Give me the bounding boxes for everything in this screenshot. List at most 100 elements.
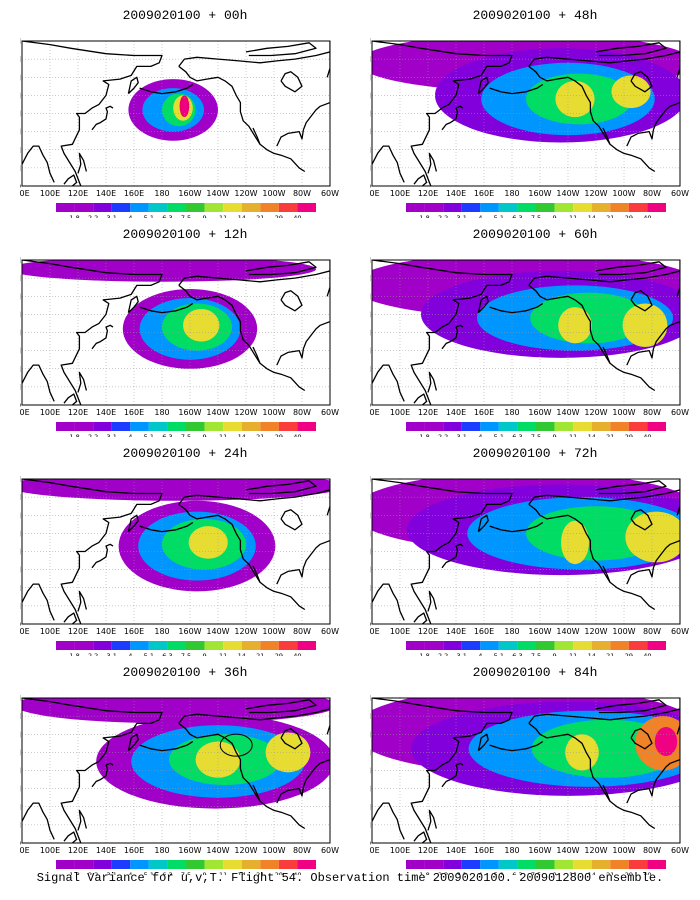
map-frame xyxy=(371,478,681,625)
colorbar-swatch xyxy=(167,422,186,431)
lat-label: EQ xyxy=(370,401,371,410)
colorbar-label: 40 xyxy=(643,214,651,218)
lat-label: 70N xyxy=(370,493,371,502)
lon-label: 100E xyxy=(390,189,410,198)
lon-label: 140E xyxy=(96,627,116,636)
lon-label: 160E xyxy=(124,408,144,417)
colorbar-label: 40 xyxy=(293,871,301,875)
colorbar-swatch xyxy=(297,860,316,869)
lon-label: 100W xyxy=(262,627,285,636)
lat-label: 40N xyxy=(370,767,371,776)
colorbar-swatch xyxy=(443,203,462,212)
colorbar-label: 2.2 xyxy=(88,652,98,656)
colorbar-swatch xyxy=(93,203,112,212)
lon-label: 80W xyxy=(643,846,661,855)
lat-label: EQ xyxy=(370,620,371,629)
lat-label: 30N xyxy=(370,566,371,575)
lat-label: 50N xyxy=(370,529,371,538)
colorbar-label: 7.5 xyxy=(531,871,541,875)
colorbar-label: 2.2 xyxy=(438,433,448,437)
panel-title: 2009020100 + 12h xyxy=(122,227,248,242)
lat-label: EQ xyxy=(370,839,371,848)
colorbar-label: 21 xyxy=(606,871,614,875)
lat-label: 60N xyxy=(370,511,371,520)
lat-label: 50N xyxy=(370,748,371,757)
colorbar-label: 4 xyxy=(478,871,482,875)
panel-title: 2009020100 + 60h xyxy=(472,227,598,242)
lat-label: 60N xyxy=(20,292,21,301)
map-frame xyxy=(371,40,681,187)
colorbar-swatch xyxy=(111,641,131,650)
colorbar-label: 21 xyxy=(256,433,264,437)
lon-label: 80E xyxy=(20,408,30,417)
colorbar-label: 14 xyxy=(588,652,596,656)
colorbar-label: 21 xyxy=(256,871,264,875)
colorbar-label: 9 xyxy=(203,214,207,218)
colorbar-label: 14 xyxy=(588,214,596,218)
lat-label: 70N xyxy=(370,55,371,64)
lat-label: 70N xyxy=(20,274,21,283)
lat-label: 80N xyxy=(20,475,21,484)
lat-label: 70N xyxy=(20,55,21,64)
colorbar-swatch xyxy=(241,422,261,431)
observation-marker xyxy=(179,95,190,118)
colorbar-swatch xyxy=(204,641,224,650)
lon-label: 80W xyxy=(293,627,311,636)
colorbar-swatch xyxy=(610,203,629,212)
map-frame xyxy=(21,40,331,187)
lon-label: 80W xyxy=(293,846,311,855)
lat-label: 40N xyxy=(20,110,21,119)
lon-label: 60W xyxy=(321,408,339,417)
colorbar-label: 6.3 xyxy=(512,433,522,437)
colorbar-label: 5.1 xyxy=(144,871,154,875)
colorbar-swatch xyxy=(443,860,462,869)
lon-label: 120E xyxy=(68,627,88,636)
lon-label: 140W xyxy=(206,189,229,198)
lat-label: 30N xyxy=(370,347,371,356)
colorbar-swatch xyxy=(591,641,611,650)
colorbar-label: 40 xyxy=(643,871,651,875)
lon-label: 180 xyxy=(154,189,169,198)
lon-label: 120W xyxy=(234,408,257,417)
lat-label: 50N xyxy=(370,91,371,100)
lat-label: 10N xyxy=(20,164,21,173)
lat-label: 80N xyxy=(20,694,21,703)
panel-title: 2009020100 + 84h xyxy=(472,665,598,680)
lon-label: 160W xyxy=(178,408,201,417)
colorbar-swatch xyxy=(223,422,242,431)
colorbar-swatch xyxy=(204,203,224,212)
lon-label: 140W xyxy=(206,408,229,417)
colorbar-swatch xyxy=(536,860,555,869)
panel-title: 2009020100 + 48h xyxy=(472,8,598,23)
panel-title: 2009020100 + 24h xyxy=(122,446,248,461)
colorbar-label: 1.8 xyxy=(69,433,79,437)
map-48h: EQ 10N 20N 30N 40N 50N 60N 70N 80N 80E 100E 120E 140… xyxy=(370,37,689,218)
colorbar-label: 40 xyxy=(643,652,651,656)
colorbar-label: 21 xyxy=(256,214,264,218)
lat-label: 20N xyxy=(370,365,371,374)
colorbar-swatch xyxy=(223,203,242,212)
colorbar-swatch xyxy=(223,860,242,869)
lon-label: 160W xyxy=(178,627,201,636)
colorbar-label: 3.1 xyxy=(457,652,467,656)
colorbar-swatch xyxy=(260,422,279,431)
lon-label: 120W xyxy=(584,627,607,636)
colorbar-label: 14 xyxy=(238,871,246,875)
colorbar-label: 5.1 xyxy=(494,871,504,875)
panel-48h: 2009020100 + 48h EQ 10N 20N 30N 40N 50N 60N 70N 8… xyxy=(370,8,700,218)
colorbar-swatch xyxy=(148,641,168,650)
colorbar-swatch xyxy=(130,203,149,212)
colorbar-swatch xyxy=(93,860,112,869)
colorbar-swatch xyxy=(573,422,592,431)
panel-title: 2009020100 + 36h xyxy=(122,665,248,680)
colorbar: 1.8 2.2 3.1 4 5.1 6.3 7.5 9 11 14 21 29 40 xyxy=(56,860,316,875)
colorbar-swatch xyxy=(167,641,186,650)
lat-label: 80N xyxy=(370,475,371,484)
lon-label: 100W xyxy=(612,189,635,198)
colorbar-swatch xyxy=(56,860,75,869)
colorbar-swatch xyxy=(56,203,75,212)
colorbar-label: 11 xyxy=(569,214,577,218)
variance-field xyxy=(128,79,218,141)
colorbar-swatch xyxy=(241,860,261,869)
colorbar-swatch xyxy=(591,203,611,212)
